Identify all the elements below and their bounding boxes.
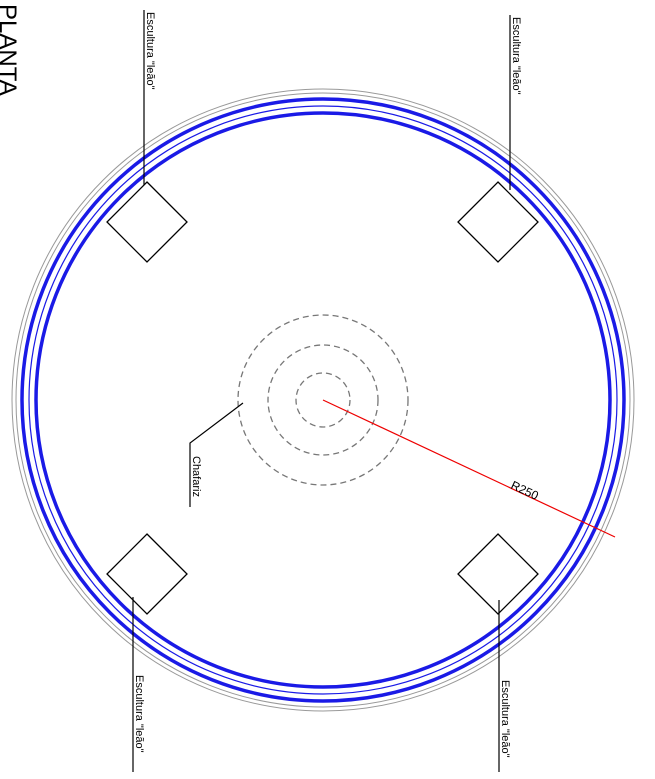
radius-label: R250 xyxy=(509,478,541,503)
water-edge xyxy=(20,97,626,703)
drawing-title: PLANTA xyxy=(0,4,21,96)
sculpture-base xyxy=(106,533,188,615)
sculpture-base xyxy=(457,533,539,615)
outer-rim xyxy=(15,92,631,708)
sculpture-label: Escultura "leão" xyxy=(144,12,156,90)
water-edge xyxy=(28,105,618,695)
fountain-ring xyxy=(237,314,409,486)
fountain-label: Chafariz xyxy=(190,456,202,497)
sculpture-label: Escultura "leão" xyxy=(133,675,145,753)
outer-rim xyxy=(11,88,635,712)
radius-line xyxy=(322,399,616,538)
water-edge xyxy=(34,111,612,689)
leader-line xyxy=(189,402,244,507)
sculpture-label: Escultura "leão" xyxy=(499,680,511,758)
fountain-ring xyxy=(267,344,379,456)
fountain-ring xyxy=(295,372,351,428)
sculpture-label: Escultura "leão" xyxy=(510,17,522,95)
sculpture-base xyxy=(106,181,188,263)
sculpture-base xyxy=(457,181,539,263)
